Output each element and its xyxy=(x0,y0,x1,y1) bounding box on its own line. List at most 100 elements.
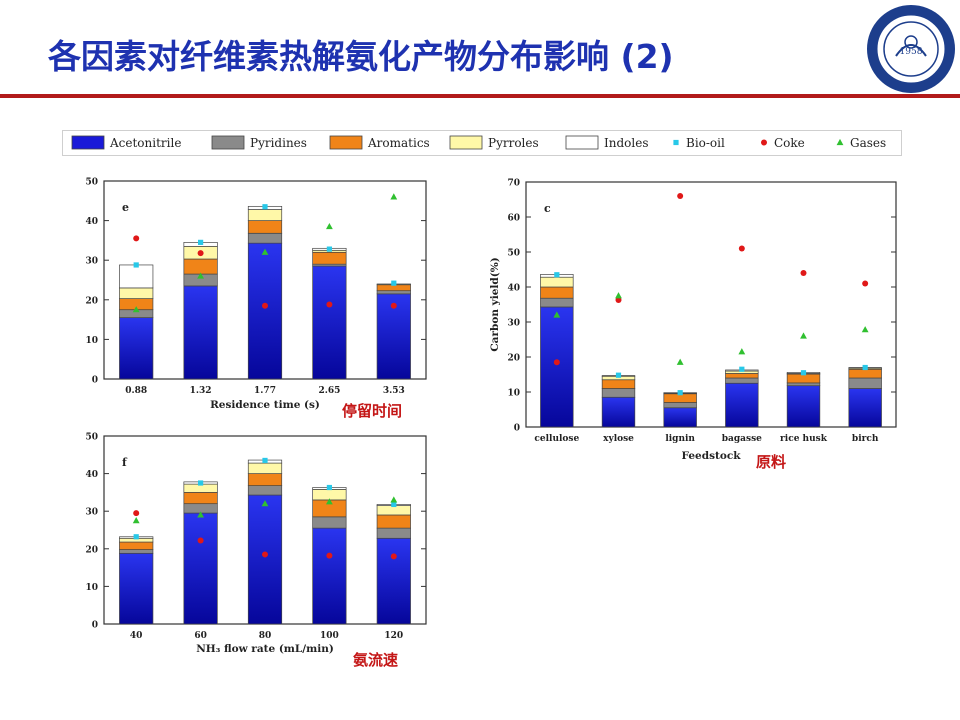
marker-bio-oil-0-88 xyxy=(133,262,139,268)
legend-swatch-indoles xyxy=(565,135,599,150)
bar-segment-acetonitrile xyxy=(376,537,411,625)
marker-coke-bagasse xyxy=(738,245,745,252)
legend-item-aromatics: Aromatics xyxy=(329,135,430,150)
y-tick-label: 40 xyxy=(85,470,98,480)
bar-segment-acetonitrile xyxy=(848,388,882,428)
university-logo: 1958 xyxy=(867,5,955,93)
legend-item-coke: Coke xyxy=(761,136,805,150)
marker-coke-3-53 xyxy=(390,302,397,309)
legend-swatch-pyridines xyxy=(211,135,245,150)
bar-segment-acetonitrile xyxy=(312,265,347,380)
bar-segment-pyridines xyxy=(786,382,821,387)
marker-gases-1-77 xyxy=(261,248,269,255)
legend-item-pyridines: Pyridines xyxy=(211,135,307,150)
bar-segment-aromatics xyxy=(601,379,636,389)
markers-bio-oil xyxy=(133,204,397,286)
marker-bio-oil-lignin xyxy=(677,390,683,396)
bar-segment-pyridines xyxy=(119,549,154,554)
annotation-feedstock: 原料 xyxy=(756,453,787,471)
legend-label-pyrroles: Pyrroles xyxy=(488,136,539,150)
legend-label-aromatics: Aromatics xyxy=(367,136,430,150)
marker-gases-rice-husk xyxy=(800,332,807,339)
x-tick-label-1-32: 1.32 xyxy=(190,386,212,396)
bar-segment-acetonitrile xyxy=(183,285,218,380)
x-tick-label-100: 100 xyxy=(320,631,339,641)
annotation-nh3-flow: 氨流速 xyxy=(353,651,399,669)
markers-coke xyxy=(553,193,869,366)
bar-stack-1-77 xyxy=(247,205,283,380)
bar-stack-cellulose xyxy=(540,274,574,428)
bar-stack-bagasse xyxy=(725,369,759,428)
bar-segment-pyrroles xyxy=(119,287,154,299)
marker-coke-1-32 xyxy=(197,250,204,257)
marker-coke-1-77 xyxy=(262,302,268,309)
marker-gases-birch xyxy=(861,326,869,333)
x-tick-label-60: 60 xyxy=(194,631,207,641)
legend-marker-gases xyxy=(836,138,844,146)
bar-segment-pyridines xyxy=(376,527,411,539)
bar-segment-acetonitrile xyxy=(119,552,154,625)
y-tick-label: 50 xyxy=(507,249,520,259)
marker-bio-oil-40 xyxy=(133,534,139,540)
bar-segment-indoles xyxy=(119,264,154,289)
bar-segment-acetonitrile xyxy=(786,385,821,428)
bar-stack-1-32 xyxy=(183,242,218,380)
y-tick-label: 60 xyxy=(507,214,520,224)
annotation-residence-time: 停留时间 xyxy=(342,402,403,420)
marker-coke-0-88 xyxy=(133,235,140,242)
x-tick-label-cellulose: cellulose xyxy=(534,434,579,444)
x-tick-label-120: 120 xyxy=(384,631,403,641)
marker-gases-bagasse xyxy=(738,348,746,355)
marker-coke-120 xyxy=(390,553,397,560)
marker-coke-rice-husk xyxy=(800,270,807,276)
marker-bio-oil-rice-husk xyxy=(800,370,807,376)
marker-gases-cellulose xyxy=(553,311,561,318)
bar-segment-acetonitrile xyxy=(119,317,154,380)
legend-marker-bio-oil xyxy=(673,139,679,146)
marker-gases-lignin xyxy=(676,358,684,365)
legend-label-gases: Gases xyxy=(850,136,886,150)
bar-stack-2-65 xyxy=(312,247,347,380)
marker-coke-2-65 xyxy=(326,301,333,308)
bar-segment-aromatics xyxy=(247,473,283,486)
bar-stack-rice-husk xyxy=(786,372,821,428)
chart-nh3-flow-rate: 0 10 20 30 40 50 40 60 80 100 120 f NH₃ flow rate (m… xyxy=(80,428,430,668)
bar-segment-pyridines xyxy=(725,377,759,384)
bar-segment-acetonitrile xyxy=(725,382,759,428)
x-tick-label-rice-husk: rice husk xyxy=(780,434,828,444)
markers-coke xyxy=(133,235,397,309)
x-tick-label-xylose: xylose xyxy=(603,434,634,444)
bar-stack-100 xyxy=(312,487,347,625)
bar-stack-birch xyxy=(848,367,882,428)
bar-stack-40 xyxy=(119,536,154,625)
y-tick-label: 20 xyxy=(507,354,520,364)
marker-gases-0-88 xyxy=(132,306,140,313)
bar-segment-aromatics xyxy=(119,541,154,550)
marker-bio-oil-60 xyxy=(198,480,204,486)
legend-item-indoles: Indoles xyxy=(565,135,648,150)
markers-bio-oil xyxy=(133,457,397,540)
y-tick-label: 0 xyxy=(92,376,98,386)
marker-gases-80 xyxy=(261,500,269,507)
marker-gases-100 xyxy=(326,498,333,505)
bar-segment-aromatics xyxy=(312,251,347,265)
marker-bio-oil-cellulose xyxy=(554,272,560,278)
bar-segment-pyridines xyxy=(376,290,411,295)
bar-segment-aromatics xyxy=(786,373,821,384)
y-tick-label: 20 xyxy=(85,545,98,555)
marker-gases-40 xyxy=(132,517,140,524)
x-tick-label-1-77: 1.77 xyxy=(254,386,276,396)
markers-coke xyxy=(133,510,397,560)
bar-segment-pyridines xyxy=(848,377,882,389)
marker-gases-120 xyxy=(390,496,398,503)
marker-bio-oil-bagasse xyxy=(739,366,745,372)
bar-segment-pyridines xyxy=(247,485,283,496)
legend-label-bio-oil: Bio-oil xyxy=(686,136,725,150)
bar-segment-aromatics xyxy=(183,492,218,505)
bar-segment-pyrroles xyxy=(247,462,283,474)
y-tick-label: 30 xyxy=(85,257,98,267)
marker-gases-2-65 xyxy=(326,222,333,230)
marker-coke-100 xyxy=(326,552,333,559)
bar-stack-lignin xyxy=(663,392,697,428)
y-axis-label: Carbon yield(%) xyxy=(489,257,501,351)
